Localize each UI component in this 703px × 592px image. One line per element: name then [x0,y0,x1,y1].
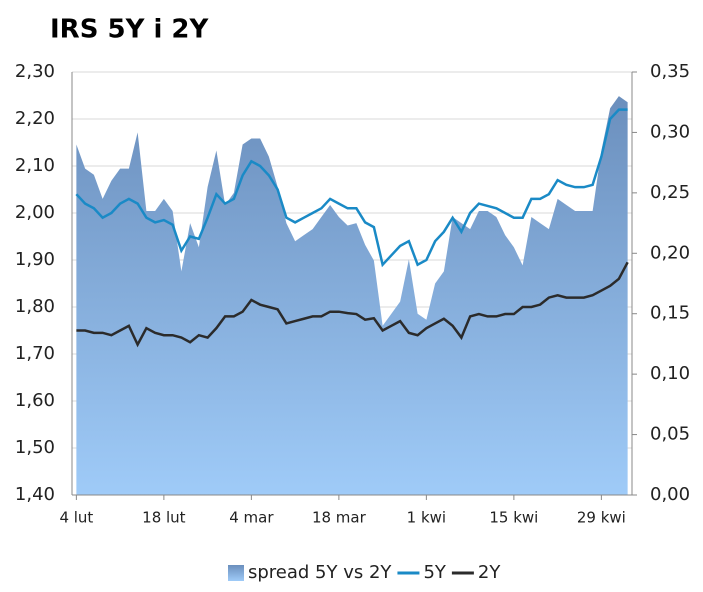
legend-label: spread 5Y vs 2Y [248,562,392,583]
y2-tick-label: 0,35 [650,61,690,82]
legend-label: 5Y [423,562,446,583]
x-tick-label: 4 lut [59,509,93,527]
series-line [75,108,628,268]
series-line [76,261,629,348]
y-tick-label: 1,70 [15,343,55,364]
y-tick-label: 1,40 [15,484,55,505]
x-tick-label: 4 mar [229,509,274,527]
x-tick-label: 18 lut [142,509,186,527]
y2-tick-label: 0,10 [650,363,690,384]
y-tick-label: 2,30 [15,61,55,82]
y-tick-label: 1,60 [15,390,55,411]
y-tick-label: 2,10 [15,155,55,176]
legend-swatch [228,565,244,581]
y2-tick-label: 0,00 [650,484,690,505]
y2-tick-label: 0,20 [650,242,690,263]
legend-label: 2Y [478,562,501,583]
y-tick-label: 2,20 [15,108,55,129]
y-tick-label: 2,00 [15,202,55,223]
y2-tick-label: 0,15 [650,303,690,324]
x-tick-label: 29 kwi [577,509,626,527]
legend: spread 5Y vs 2Y 5Y 2Y [228,562,501,583]
y-tick-label: 1,90 [15,249,55,270]
x-tick-label: 1 kwi [407,509,446,527]
spread-area [76,96,628,496]
chart-title: IRS 5Y i 2Y [50,15,209,45]
y2-tick-label: 0,05 [650,424,690,445]
y2-tick-label: 0,25 [650,182,690,203]
x-tick-label: 18 mar [312,509,367,527]
y2-tick-label: 0,30 [650,121,690,142]
y-tick-label: 1,50 [15,437,55,458]
y-tick-label: 1,80 [15,296,55,317]
x-tick-label: 15 kwi [489,509,538,527]
